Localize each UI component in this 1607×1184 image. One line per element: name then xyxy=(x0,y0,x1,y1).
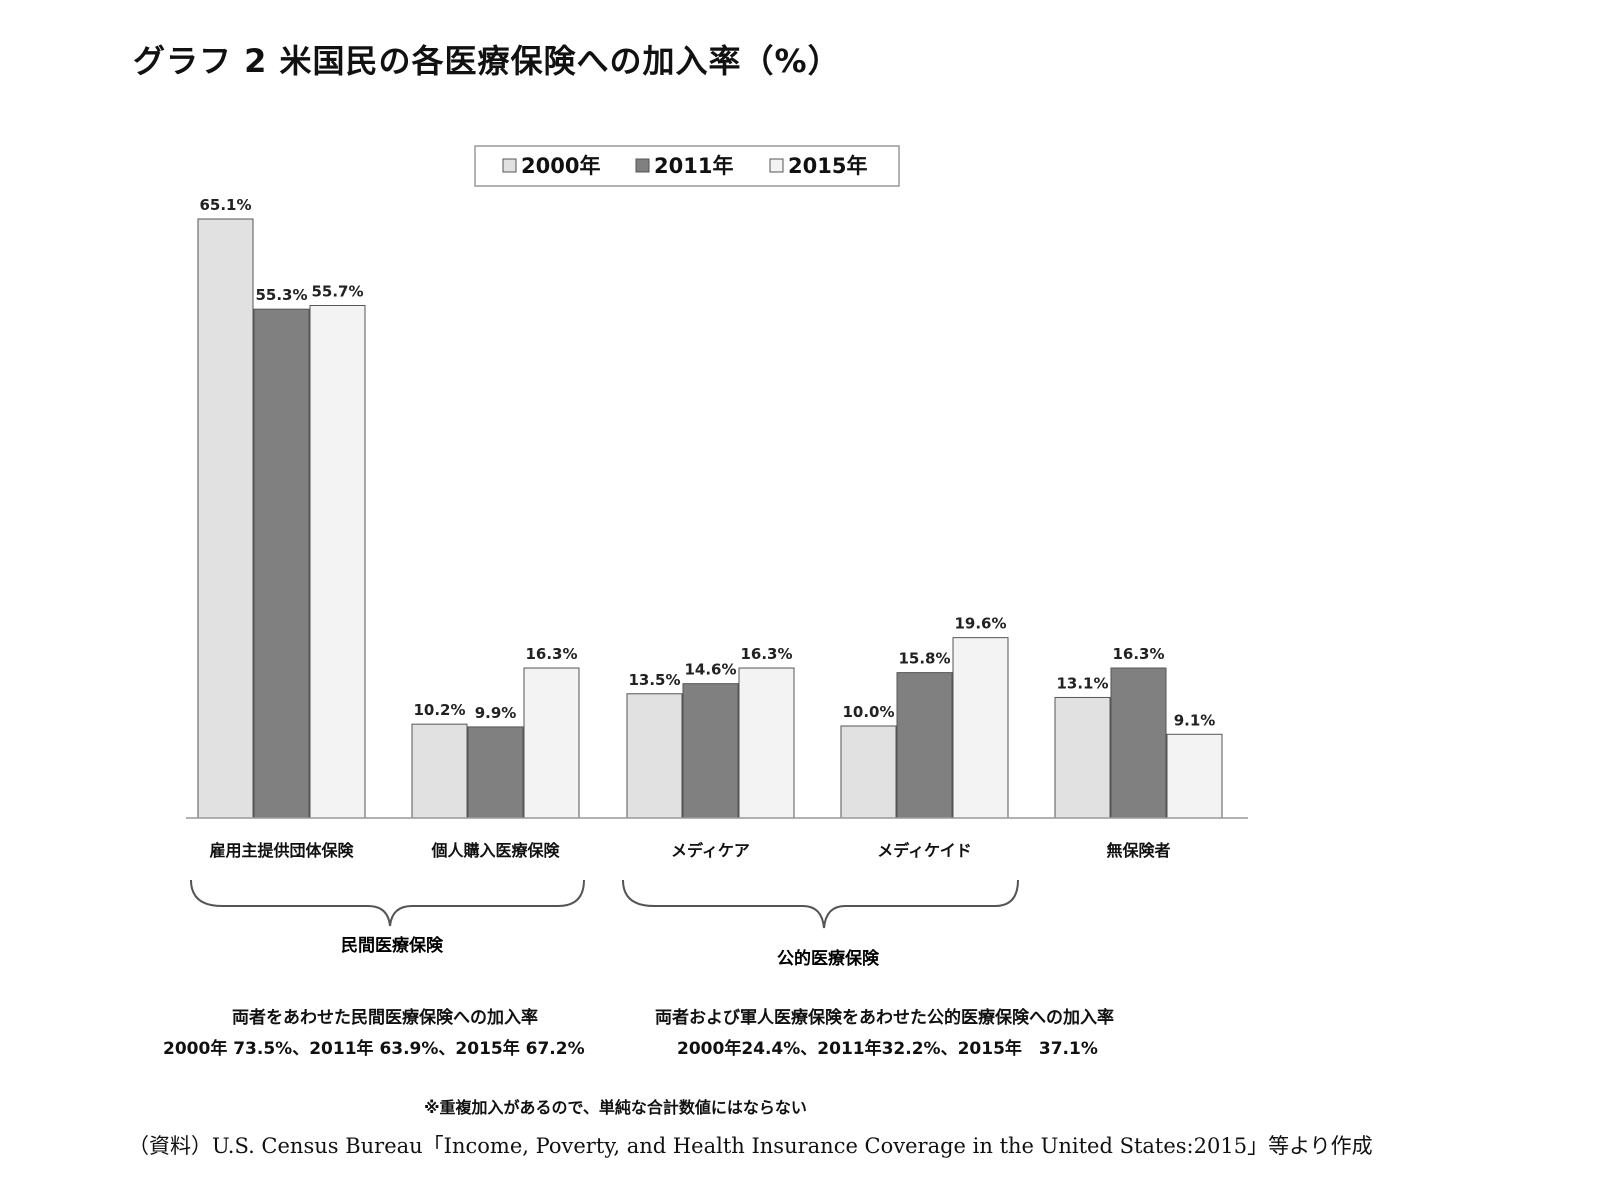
data-label: 65.1% xyxy=(199,196,251,214)
legend-swatch xyxy=(769,158,784,173)
category-label: 雇用主提供団体保険 xyxy=(209,841,354,860)
data-label: 55.3% xyxy=(255,286,307,304)
bar xyxy=(682,683,739,819)
public-brace xyxy=(622,879,1019,929)
bar xyxy=(309,304,366,819)
data-label: 13.5% xyxy=(628,671,680,689)
bar xyxy=(840,725,897,819)
category-label: 個人購入医療保険 xyxy=(430,841,560,860)
bar xyxy=(411,723,468,819)
footnote: ※重複加入があるので、単純な合計数値にはならない xyxy=(424,1098,807,1117)
bar xyxy=(467,726,524,819)
bar xyxy=(523,667,580,819)
bars xyxy=(197,218,1223,819)
legend-frame xyxy=(474,145,900,187)
group-label-private: 民間医療保険 xyxy=(341,935,444,956)
private-brace xyxy=(190,879,585,927)
data-label: 16.3% xyxy=(525,645,577,663)
data-label: 9.1% xyxy=(1174,711,1216,729)
bar xyxy=(896,672,953,819)
category-label: メディケイド xyxy=(877,841,972,860)
source-note: （資料）U.S. Census Bureau「Income, Poverty, … xyxy=(128,1134,1373,1158)
data-label: 55.7% xyxy=(311,282,363,300)
data-label: 10.2% xyxy=(413,701,465,719)
data-label: 13.1% xyxy=(1056,674,1108,692)
category-label: メディケア xyxy=(671,841,750,860)
legend-label: 2011年 xyxy=(654,154,733,178)
public-note-line2: 2000年24.4%、2011年32.2%、2015年 37.1% xyxy=(677,1039,1098,1059)
bar xyxy=(626,693,683,819)
legend-swatch xyxy=(635,158,650,173)
legend-label: 2000年 xyxy=(521,154,600,178)
bar xyxy=(1054,696,1111,819)
legend-swatch xyxy=(502,158,517,173)
data-label: 9.9% xyxy=(475,704,517,722)
private-note-line2: 2000年 73.5%、2011年 63.9%、2015年 67.2% xyxy=(163,1039,585,1059)
data-label: 19.6% xyxy=(954,615,1006,633)
private-note-line1: 両者をあわせた民間医療保険への加入率 xyxy=(232,1008,538,1028)
chart-title: グラフ 2 米国民の各医療保険への加入率（%） xyxy=(133,42,841,80)
public-note-line1: 両者および軍人医療保険をあわせた公的医療保険への加入率 xyxy=(655,1008,1114,1028)
group-label-public: 公的医療保険 xyxy=(777,948,880,969)
legend-label: 2015年 xyxy=(788,154,867,178)
bar xyxy=(197,218,254,819)
bar xyxy=(952,637,1009,819)
bar xyxy=(1166,733,1223,819)
data-label: 16.3% xyxy=(740,645,792,663)
data-label: 15.8% xyxy=(898,650,950,668)
bar xyxy=(738,667,795,819)
data-label: 10.0% xyxy=(842,703,894,721)
data-label: 16.3% xyxy=(1112,645,1164,663)
category-label: 無保険者 xyxy=(1106,841,1170,860)
value-labels: 65.1%55.3% 55.7%10.2% 9.9%16.3%13.5%14.6%1… xyxy=(199,196,1215,729)
legend: 2000年 2011年 2015年 xyxy=(474,145,900,187)
data-label: 14.6% xyxy=(684,661,736,679)
bar xyxy=(1110,667,1167,819)
category-labels: 雇用主提供団体保険 個人購入医療保険 メディケア メディケイド 無保険者 xyxy=(209,841,1170,860)
bar xyxy=(253,308,310,819)
